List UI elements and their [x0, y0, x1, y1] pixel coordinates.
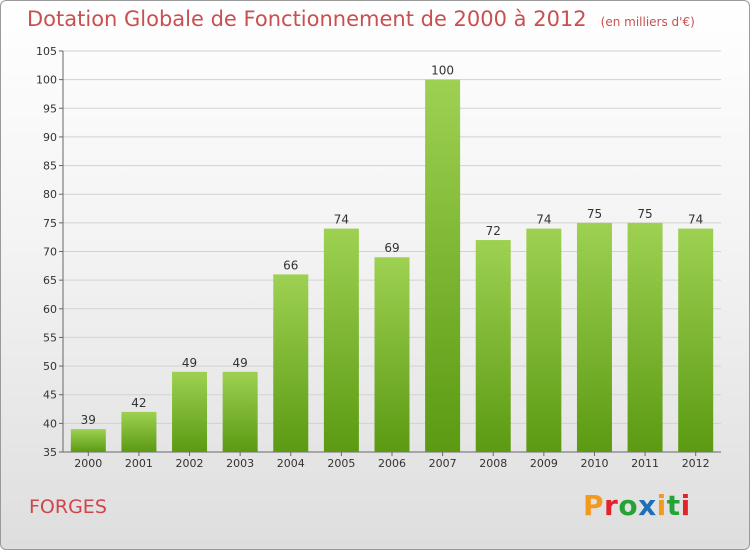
bar: [222, 371, 258, 452]
bar: [323, 228, 359, 452]
y-tick-label: 90: [43, 131, 57, 144]
x-tick-label: 2001: [125, 457, 153, 470]
x-tick-label: 2002: [176, 457, 204, 470]
data-label: 75: [637, 207, 652, 221]
y-tick-label: 75: [43, 217, 57, 230]
y-tick-label: 40: [43, 417, 57, 430]
title-unit: (en milliers d'€): [600, 15, 695, 29]
data-label: 42: [131, 396, 146, 410]
y-tick-label: 45: [43, 389, 57, 402]
x-tick-label: 2009: [530, 457, 558, 470]
bar: [576, 222, 612, 452]
data-label: 49: [182, 356, 197, 370]
data-label: 39: [81, 413, 96, 427]
bar: [172, 371, 208, 452]
x-tick-label: 2010: [580, 457, 608, 470]
data-label: 75: [587, 207, 602, 221]
logo-letter: P: [583, 489, 605, 522]
bar: [475, 240, 511, 452]
logo-letter: r: [604, 489, 619, 522]
y-tick-label: 60: [43, 303, 57, 316]
logo-letter: t: [666, 489, 681, 522]
data-label: 66: [283, 258, 298, 272]
bar: [678, 228, 714, 452]
y-tick-label: 105: [36, 45, 57, 58]
data-label: 74: [334, 213, 349, 227]
y-tick-label: 85: [43, 160, 57, 173]
bar: [70, 429, 106, 452]
x-tick-label: 2008: [479, 457, 507, 470]
data-label: 100: [431, 64, 454, 78]
data-label: 69: [384, 241, 399, 255]
data-label: 49: [233, 356, 248, 370]
bars: [70, 79, 714, 453]
logo-letter: i: [656, 489, 667, 522]
logo-letter: o: [618, 489, 639, 522]
proxiti-logo[interactable]: Proxiti: [583, 489, 691, 522]
x-tick-label: 2003: [226, 457, 254, 470]
place-name: FORGES: [29, 496, 107, 518]
y-tick-label: 70: [43, 246, 57, 259]
data-label: 72: [486, 224, 501, 238]
x-tick-label: 2012: [682, 457, 710, 470]
bar: [121, 411, 157, 452]
x-tick-label: 2005: [327, 457, 355, 470]
title-text: Dotation Globale de Fonctionnement de 20…: [27, 7, 587, 31]
bar: [627, 222, 663, 452]
x-tick-label: 2011: [631, 457, 659, 470]
x-tick-label: 2000: [74, 457, 102, 470]
y-tick-label: 100: [36, 74, 57, 87]
x-tick-label: 2004: [277, 457, 305, 470]
bar: [425, 79, 461, 453]
chart-title: Dotation Globale de Fonctionnement de 20…: [27, 7, 695, 31]
bar: [273, 274, 309, 452]
y-tick-label: 50: [43, 360, 57, 373]
x-tick-label: 2006: [378, 457, 406, 470]
y-tick-label: 35: [43, 446, 57, 459]
y-tick-label: 95: [43, 102, 57, 115]
y-tick-label: 80: [43, 188, 57, 201]
y-tick-label: 65: [43, 274, 57, 287]
data-label: 74: [536, 213, 551, 227]
y-tick-label: 55: [43, 331, 57, 344]
logo-letter: i: [680, 489, 691, 522]
data-label: 74: [688, 213, 703, 227]
logo-letter: x: [638, 489, 657, 522]
x-tick-label: 2007: [429, 457, 457, 470]
labels: 39 2000 42 2001 49 2002 49 2003 66 2004 74 2005 69 20…: [74, 64, 709, 470]
bar: [526, 228, 562, 452]
bar: [374, 257, 410, 452]
